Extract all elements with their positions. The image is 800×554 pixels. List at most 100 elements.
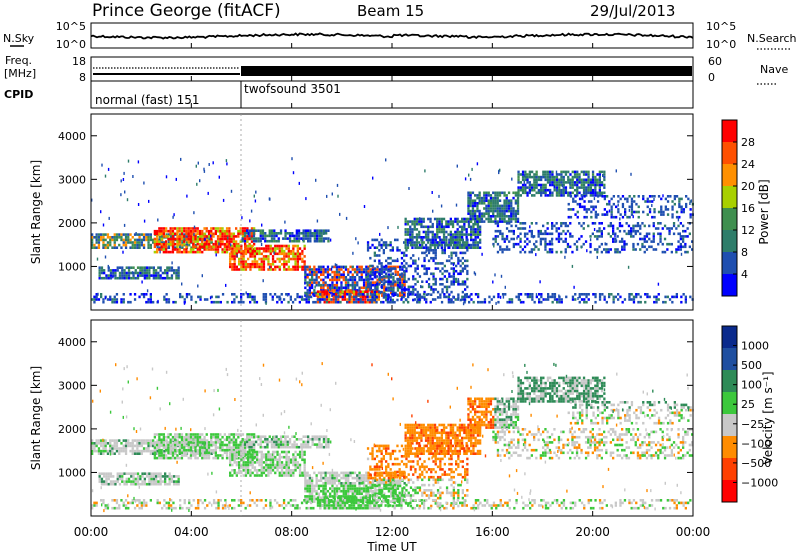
heatmap-cell — [148, 480, 151, 483]
heatmap-cell — [246, 293, 250, 296]
heatmap-cell — [496, 199, 499, 202]
heatmap-cell — [173, 213, 175, 217]
heatmap-cell — [362, 281, 366, 284]
heatmap-cell — [210, 443, 213, 447]
heatmap-cell — [505, 215, 508, 218]
heatmap-cell — [157, 475, 160, 478]
heatmap-cell — [394, 270, 397, 274]
heatmap-cell — [274, 268, 277, 271]
heatmap-cell — [564, 255, 566, 259]
heatmap-cell — [454, 298, 457, 301]
heatmap-cell — [585, 173, 588, 176]
heatmap-cell — [378, 268, 381, 271]
heatmap-cell — [438, 220, 441, 223]
heatmap-cell — [283, 263, 286, 266]
heatmap-cell — [169, 451, 172, 455]
heatmap-cell — [251, 263, 254, 266]
heatmap-cell — [256, 252, 259, 256]
heatmap-cell — [189, 232, 193, 236]
heatmap-cell — [355, 237, 357, 241]
heatmap-cell — [610, 215, 613, 219]
heatmap-cell — [427, 293, 430, 296]
heatmap-cell — [167, 242, 170, 246]
heatmap-cell — [479, 233, 482, 236]
heatmap-cell — [630, 298, 633, 301]
heatmap-cell — [161, 475, 164, 478]
heatmap-cell — [514, 242, 518, 246]
heatmap-cell — [260, 453, 263, 456]
heatmap-cell — [371, 277, 374, 281]
heatmap-cell — [287, 300, 290, 304]
heatmap-cell — [246, 227, 249, 230]
heatmap-cell — [387, 277, 390, 281]
heatmap-cell — [463, 243, 466, 247]
heatmap-cell — [295, 232, 298, 235]
heatmap-cell — [296, 466, 299, 469]
heatmap-cell — [449, 298, 453, 301]
heatmap-cell — [396, 298, 399, 302]
heatmap-cell — [192, 435, 195, 439]
heatmap-cell — [187, 441, 190, 444]
heatmap-cell — [230, 448, 233, 452]
heatmap-cell — [560, 222, 563, 225]
heatmap-cell — [196, 237, 199, 241]
heatmap-cell — [400, 251, 404, 255]
y-tick-label: 1000 — [58, 260, 86, 273]
heatmap-cell — [480, 202, 484, 205]
heatmap-cell — [627, 232, 631, 236]
heatmap-cell — [145, 449, 148, 453]
heatmap-cell — [180, 456, 184, 460]
heatmap-cell — [576, 202, 579, 206]
heatmap-cell — [461, 220, 464, 223]
heatmap-cell — [297, 234, 301, 238]
heatmap-cell — [558, 188, 561, 192]
heatmap-cell — [258, 461, 261, 464]
heatmap-cell — [189, 446, 193, 449]
heatmap-cell — [171, 240, 175, 243]
heatmap-cell — [421, 285, 424, 289]
heatmap-cell — [105, 274, 108, 277]
heatmap-cell — [396, 289, 400, 292]
heatmap-cell — [206, 447, 209, 450]
heatmap-cell — [585, 186, 588, 189]
heatmap-cell — [244, 242, 247, 246]
heatmap-cell — [98, 472, 101, 475]
heatmap-cell — [91, 444, 94, 448]
heatmap-cell — [555, 188, 559, 192]
heatmap-cell — [274, 458, 277, 462]
heatmap-cell — [153, 229, 156, 233]
heatmap-cell — [517, 175, 520, 179]
heatmap-cell — [602, 174, 604, 177]
heatmap-cell — [672, 222, 676, 225]
heatmap-cell — [296, 268, 299, 271]
heatmap-cell — [267, 463, 270, 467]
heatmap-cell — [161, 271, 164, 275]
heatmap-cell — [239, 441, 242, 444]
heatmap-cell — [192, 235, 195, 238]
heatmap-cell — [194, 243, 198, 247]
heatmap-cell — [260, 260, 263, 263]
heatmap-cell — [156, 232, 159, 236]
heatmap-cell — [252, 229, 256, 232]
heatmap-cell — [396, 286, 400, 290]
heatmap-cell — [671, 213, 674, 216]
heatmap-cell — [544, 178, 547, 182]
heatmap-cell — [573, 181, 577, 184]
heatmap-cell — [321, 290, 324, 293]
power-colorbar-label: Power [dB] — [757, 179, 771, 244]
heatmap-cell — [136, 271, 140, 275]
heatmap-cell — [549, 183, 552, 187]
heatmap-cell — [221, 435, 224, 439]
heatmap-cell — [164, 477, 167, 481]
heatmap-cell — [196, 456, 199, 460]
heatmap-cell — [102, 452, 105, 455]
heatmap-cell — [228, 242, 231, 246]
heatmap-cell — [311, 281, 314, 284]
heatmap-cell — [216, 250, 220, 254]
heatmap-cell — [454, 220, 457, 223]
heatmap-cell — [642, 210, 645, 214]
heatmap-cell — [165, 448, 168, 452]
heatmap-cell — [494, 204, 497, 208]
heatmap-cell — [206, 238, 209, 242]
heatmap-cell — [628, 215, 631, 219]
